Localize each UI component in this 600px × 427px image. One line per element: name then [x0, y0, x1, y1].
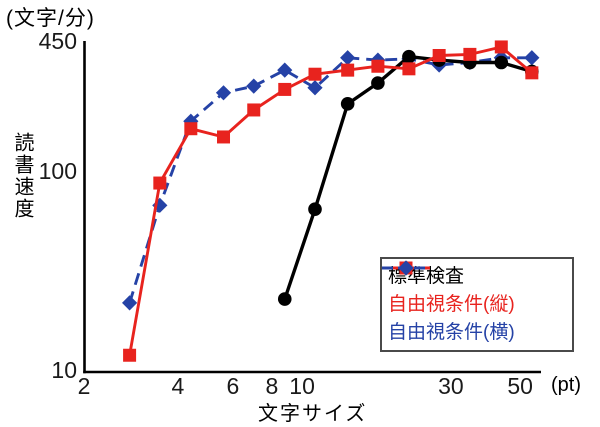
data-point-square	[247, 103, 261, 117]
data-point-square	[402, 62, 416, 76]
x-axis-unit-label: (pt)	[551, 374, 581, 396]
x-tick-label: 30	[438, 373, 464, 399]
x-tick-label: 8	[265, 373, 278, 399]
data-point-square	[371, 59, 385, 73]
legend-item-1: 自由視条件(縦)	[382, 261, 566, 317]
x-axis-title: 文字サイズ	[258, 403, 368, 425]
diamond-marker-swatch	[382, 260, 430, 276]
data-point-diamond	[121, 295, 138, 311]
data-series-layer	[121, 40, 540, 362]
data-point-square	[308, 67, 322, 81]
data-point-diamond	[340, 50, 356, 66]
x-tick-label: 6	[226, 373, 239, 399]
data-point-circle	[494, 55, 509, 70]
data-point-square	[432, 48, 446, 62]
data-point-square	[494, 40, 508, 54]
legend-item-2: 自由視条件(横)	[382, 260, 566, 346]
legend: 標準検査 自由視条件(縦) 自由視条件(横)	[380, 257, 574, 352]
data-point-square	[341, 63, 355, 77]
data-point-circle	[277, 292, 292, 306]
data-point-square	[525, 66, 539, 80]
data-point-circle	[308, 202, 322, 217]
series-square	[123, 40, 539, 362]
data-point-diamond	[277, 62, 293, 78]
data-point-square	[463, 47, 477, 61]
data-point-diamond	[524, 50, 540, 66]
data-point-square	[217, 130, 231, 144]
data-point-diamond	[398, 260, 414, 276]
legend-label: 自由視条件(縦)	[388, 293, 515, 315]
y-tick-label: 10	[51, 357, 77, 383]
y-axis-title: 読書速度	[11, 132, 33, 220]
data-point-diamond	[215, 85, 232, 101]
y-axis-unit-label: (文字/分)	[6, 7, 95, 30]
x-tick-label: 10	[289, 373, 315, 399]
y-tick-label: 100	[39, 158, 77, 184]
y-tick-label: 450	[39, 28, 77, 54]
data-point-diamond	[246, 78, 262, 94]
legend-label: 自由視条件(横)	[388, 322, 515, 344]
x-tick-label: 4	[172, 373, 185, 399]
data-point-square	[278, 82, 292, 96]
data-point-square	[184, 122, 198, 136]
data-point-circle	[402, 49, 416, 64]
data-point-circle	[371, 76, 385, 90]
y-tick-labels: 10 100 450	[39, 28, 77, 383]
data-point-diamond	[307, 80, 323, 96]
series-circle	[277, 49, 539, 306]
x-tick-labels: 2 4 6 8 10 30 50	[78, 373, 533, 399]
x-tick-label: 50	[507, 373, 533, 399]
x-tick-label: 2	[78, 373, 91, 399]
data-point-circle	[340, 97, 355, 111]
data-point-square	[153, 176, 167, 190]
data-point-square	[123, 348, 137, 362]
